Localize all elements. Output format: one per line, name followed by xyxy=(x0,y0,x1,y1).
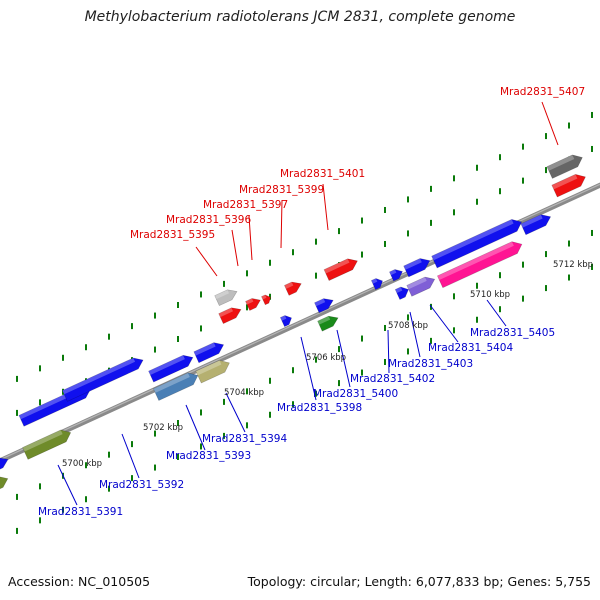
leader-line xyxy=(336,329,351,388)
gene-feature xyxy=(22,429,72,460)
gene-feature xyxy=(279,315,292,328)
leader-line xyxy=(300,336,317,401)
gene-label: Mrad2831_5395 xyxy=(130,229,215,241)
scale-label: 5706 kbp xyxy=(306,353,346,363)
gene-label: Mrad2831_5401 xyxy=(280,168,365,180)
label-layer: 5700 kbp 5702 kbp 5704 kbp 5706 kbp 5708 kbp… xyxy=(38,86,593,518)
gene-feature xyxy=(214,289,238,306)
gene-feature xyxy=(406,276,436,297)
gene-label: Mrad2831_5393 xyxy=(166,450,251,462)
leader-line xyxy=(541,101,559,146)
gene-feature xyxy=(0,457,9,474)
gene-feature xyxy=(62,357,144,402)
leader-line xyxy=(195,246,218,277)
map-title: Methylobacterium radiotolerans JCM 2831,… xyxy=(84,9,516,25)
gene-label: Mrad2831_5402 xyxy=(350,373,435,385)
gene-feature xyxy=(323,258,358,281)
scale-label: 5708 kbp xyxy=(388,321,428,331)
scale-label: 5710 kbp xyxy=(470,290,510,300)
leader-line xyxy=(409,311,421,358)
gene-label: Mrad2831_5394 xyxy=(202,433,287,445)
leader-line xyxy=(322,183,329,231)
gene-label: Mrad2831_5399 xyxy=(239,184,324,196)
gene-feature xyxy=(195,360,230,384)
gene-feature xyxy=(431,219,523,269)
genome-summary-text: Topology: circular; Length: 6,077,833 bp… xyxy=(247,574,591,589)
gene-label: Mrad2831_5391 xyxy=(38,506,123,518)
leader-line xyxy=(429,304,459,343)
gene-feature xyxy=(551,174,586,198)
gene-label: Mrad2831_5392 xyxy=(99,479,184,491)
leader-line xyxy=(231,229,239,267)
gene-feature xyxy=(284,281,302,296)
gene-feature xyxy=(218,307,242,324)
gene-label: Mrad2831_5396 xyxy=(166,214,251,226)
tick-layer xyxy=(16,111,593,534)
gene-label: Mrad2831_5407 xyxy=(500,86,585,98)
gene-feature xyxy=(148,354,194,383)
scale-label: 5702 kbp xyxy=(143,423,183,433)
accession-text: Accession: NC_010505 xyxy=(8,574,151,589)
leader-line xyxy=(57,464,78,506)
gene-label: Mrad2831_5405 xyxy=(470,327,555,339)
gene-feature xyxy=(403,258,431,278)
gene-feature xyxy=(317,315,339,332)
scale-label: 5712 kbp xyxy=(553,260,593,270)
gene-feature xyxy=(152,372,199,401)
gene-feature xyxy=(394,286,409,300)
gene-label: Mrad2831_5404 xyxy=(428,342,513,354)
scale-label: 5700 kbp xyxy=(62,459,102,469)
gene-feature xyxy=(261,294,272,306)
gene-feature xyxy=(314,298,334,314)
label-leader-layer xyxy=(57,101,559,506)
feature-layer xyxy=(0,154,586,496)
gene-feature xyxy=(520,214,552,236)
scale-label: 5704 kbp xyxy=(224,388,264,398)
gene-feature xyxy=(245,298,261,311)
gene-feature xyxy=(436,241,523,289)
gene-label: Mrad2831_5397 xyxy=(203,199,288,211)
gene-label: Mrad2831_5403 xyxy=(388,358,473,370)
gene-label: Mrad2831_5400 xyxy=(313,388,398,400)
gene-feature xyxy=(546,154,583,179)
leader-line xyxy=(225,392,246,433)
gene-feature xyxy=(0,476,9,496)
leader-line xyxy=(280,199,283,249)
leader-line xyxy=(387,329,390,374)
leader-line xyxy=(185,404,206,451)
gene-feature xyxy=(370,278,383,291)
leader-line xyxy=(248,215,253,261)
leader-line xyxy=(486,299,507,327)
gene-feature xyxy=(389,269,403,282)
gene-feature xyxy=(193,342,225,364)
leader-line xyxy=(121,433,140,479)
gene-label: Mrad2831_5398 xyxy=(277,402,362,414)
